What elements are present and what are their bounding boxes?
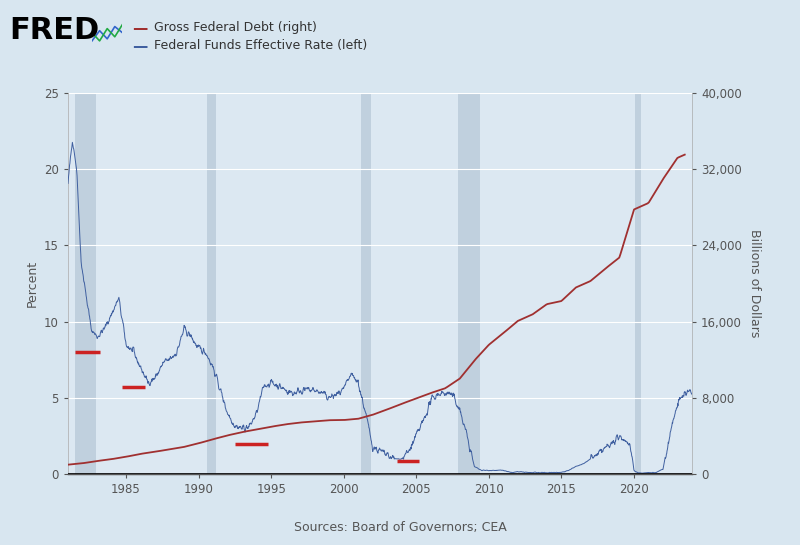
Text: Sources: Board of Governors; CEA: Sources: Board of Governors; CEA bbox=[294, 522, 506, 535]
Bar bbox=[635, 93, 642, 474]
Text: FRED: FRED bbox=[10, 16, 100, 45]
Text: Gross Federal Debt (right): Gross Federal Debt (right) bbox=[154, 21, 318, 34]
Text: —: — bbox=[132, 21, 147, 36]
Y-axis label: Percent: Percent bbox=[26, 260, 38, 307]
Bar bbox=[361, 93, 371, 474]
Text: Federal Funds Effective Rate (left): Federal Funds Effective Rate (left) bbox=[154, 39, 368, 52]
Y-axis label: Billions of Dollars: Billions of Dollars bbox=[748, 229, 762, 337]
Text: —: — bbox=[132, 39, 147, 54]
Bar bbox=[207, 93, 216, 474]
Bar bbox=[458, 93, 480, 474]
Bar bbox=[75, 93, 95, 474]
Bar bbox=[56, 93, 64, 474]
